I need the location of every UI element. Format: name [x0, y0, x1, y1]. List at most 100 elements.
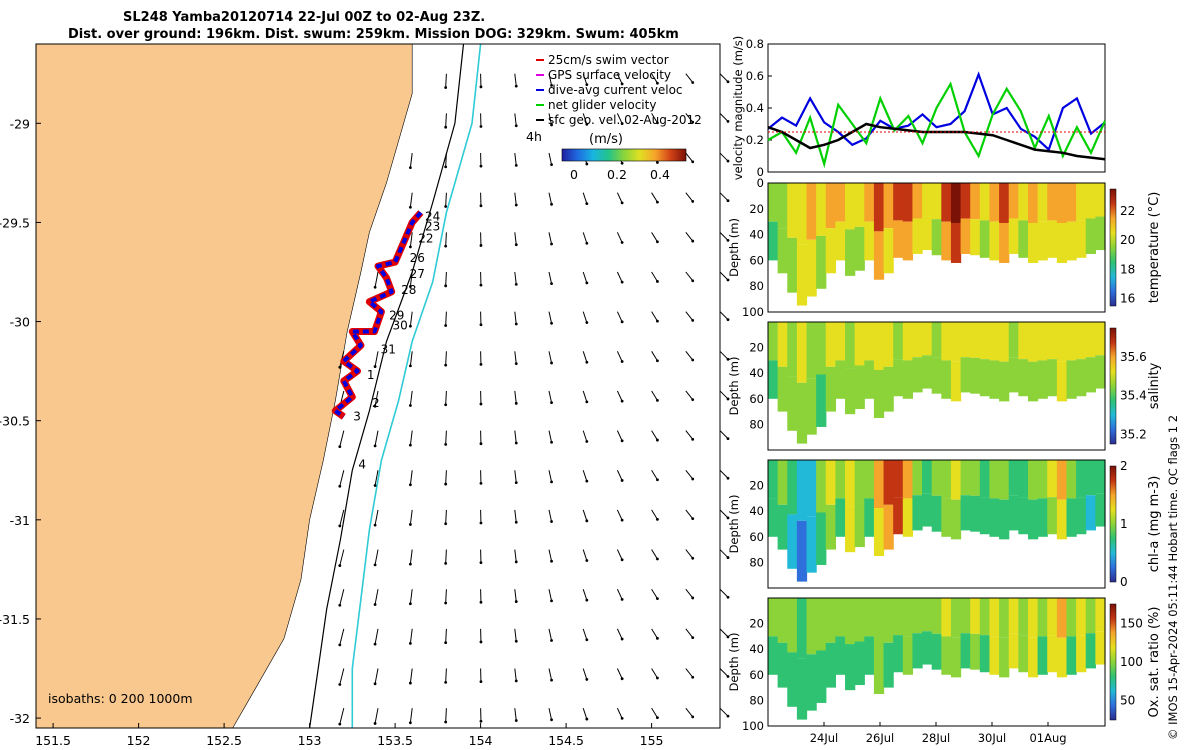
- velocity-arrow: [514, 311, 517, 325]
- arrow-head: [444, 205, 448, 208]
- velocity-arrow: [445, 113, 447, 128]
- arrow-head: [373, 285, 377, 289]
- arrow-head: [444, 284, 448, 288]
- velocity-arrow: [339, 668, 345, 685]
- velocity-arrow: [514, 271, 517, 285]
- arrow-head: [726, 437, 730, 441]
- velocity-arrow: [409, 549, 413, 565]
- velocity-arrow: [548, 390, 553, 403]
- day-label: 2: [372, 396, 380, 410]
- arrow-head: [691, 398, 695, 402]
- velocity-arrow: [582, 390, 588, 403]
- arrow-head: [726, 595, 730, 599]
- arrow-head: [373, 365, 377, 368]
- velocity-arrow: [445, 549, 447, 564]
- velocity-arrow: [651, 588, 658, 599]
- velocity-arrow: [514, 73, 517, 87]
- arrow-head: [479, 600, 483, 604]
- arrow-head: [373, 404, 377, 408]
- arrow-head: [479, 521, 483, 525]
- arrow-head: [550, 520, 553, 523]
- lon-tick-label: 153.5: [377, 733, 413, 748]
- velocity-arrow: [582, 73, 588, 85]
- velocity-arrow: [616, 311, 623, 323]
- arrow-head: [408, 602, 412, 606]
- velocity-arrow: [651, 628, 658, 639]
- arrow-head: [691, 437, 695, 441]
- velocity-arrow: [719, 509, 729, 519]
- arrow-head: [691, 675, 695, 679]
- arrow-head: [408, 642, 412, 645]
- velocity-arrow: [685, 430, 694, 440]
- velocity-arrow: [685, 73, 694, 83]
- velocity-arrow: [374, 628, 379, 645]
- arrow-head: [620, 479, 624, 482]
- velocity-arrow: [685, 271, 694, 282]
- arrow-head: [514, 639, 518, 643]
- arrow-head: [585, 717, 589, 721]
- velocity-arrow: [651, 351, 658, 362]
- velocity-arrow: [719, 73, 729, 83]
- velocity-arrow: [445, 470, 447, 485]
- day-label: 22: [418, 231, 433, 245]
- velocity-arrow: [616, 549, 623, 560]
- lat-tick-label: -29: [10, 116, 30, 131]
- arrow-head: [479, 164, 483, 168]
- arrow-head: [444, 125, 448, 129]
- velocity-colorbar: [561, 148, 687, 162]
- arrow-head: [444, 86, 448, 89]
- arrow-head: [726, 278, 730, 282]
- velocity-arrow: [616, 351, 623, 362]
- lat-tick-label: -30.5: [0, 414, 30, 429]
- arrow-head: [338, 524, 342, 528]
- velocity-arrow: [719, 430, 729, 439]
- velocity-arrow: [409, 311, 413, 327]
- velocity-arrow: [409, 628, 413, 644]
- arrow-head: [550, 242, 553, 246]
- legend-label: 25cm/s swim vector: [548, 53, 669, 67]
- velocity-arrow: [582, 668, 588, 680]
- arrow-head: [514, 481, 518, 485]
- velocity-arrow: [339, 509, 345, 527]
- velocity-arrow: [374, 549, 379, 565]
- arrow-head: [550, 83, 553, 87]
- velocity-arrow: [719, 668, 729, 677]
- arrow-head: [691, 358, 695, 362]
- arrow-head: [691, 120, 695, 124]
- arrow-head: [479, 244, 483, 247]
- arrow-head: [620, 558, 624, 562]
- arrow-head: [444, 601, 448, 605]
- arrow-head: [479, 680, 483, 684]
- arrow-head: [585, 162, 589, 166]
- arrow-head: [656, 676, 659, 680]
- arrow-head: [620, 518, 624, 522]
- velocity-arrow: [719, 350, 729, 360]
- arrow-head: [338, 722, 342, 726]
- arrow-head: [550, 440, 553, 444]
- velocity-arrow: [719, 113, 729, 122]
- velocity-arrow: [616, 707, 623, 719]
- lon-tick-label: 153: [298, 733, 322, 748]
- velocity-arrow: [582, 708, 588, 720]
- arrow-head: [408, 285, 412, 288]
- arrow-head: [338, 564, 342, 567]
- arrow-head: [585, 321, 589, 324]
- arrow-head: [726, 675, 730, 678]
- arrow-head: [726, 119, 730, 123]
- arrow-head: [656, 438, 659, 442]
- arrow-head: [620, 439, 624, 443]
- credit-text: © IMOS 15-Apr-2024 05:11:44 Hobart time.…: [1166, 414, 1180, 740]
- velocity-arrow: [582, 271, 588, 284]
- legend-label: sfc geo. vel. 02-Aug-2012: [548, 113, 702, 127]
- velocity-arrow: [719, 311, 729, 321]
- arrow-head: [550, 361, 553, 365]
- arrow-head: [408, 562, 412, 566]
- velocity-arrow: [445, 708, 447, 723]
- arrow-head: [726, 714, 730, 718]
- arrow-head: [550, 639, 553, 642]
- arrow-head: [479, 204, 483, 208]
- velocity-arrow: [651, 113, 658, 124]
- arrow-head: [550, 123, 553, 127]
- arrow-head: [726, 238, 730, 242]
